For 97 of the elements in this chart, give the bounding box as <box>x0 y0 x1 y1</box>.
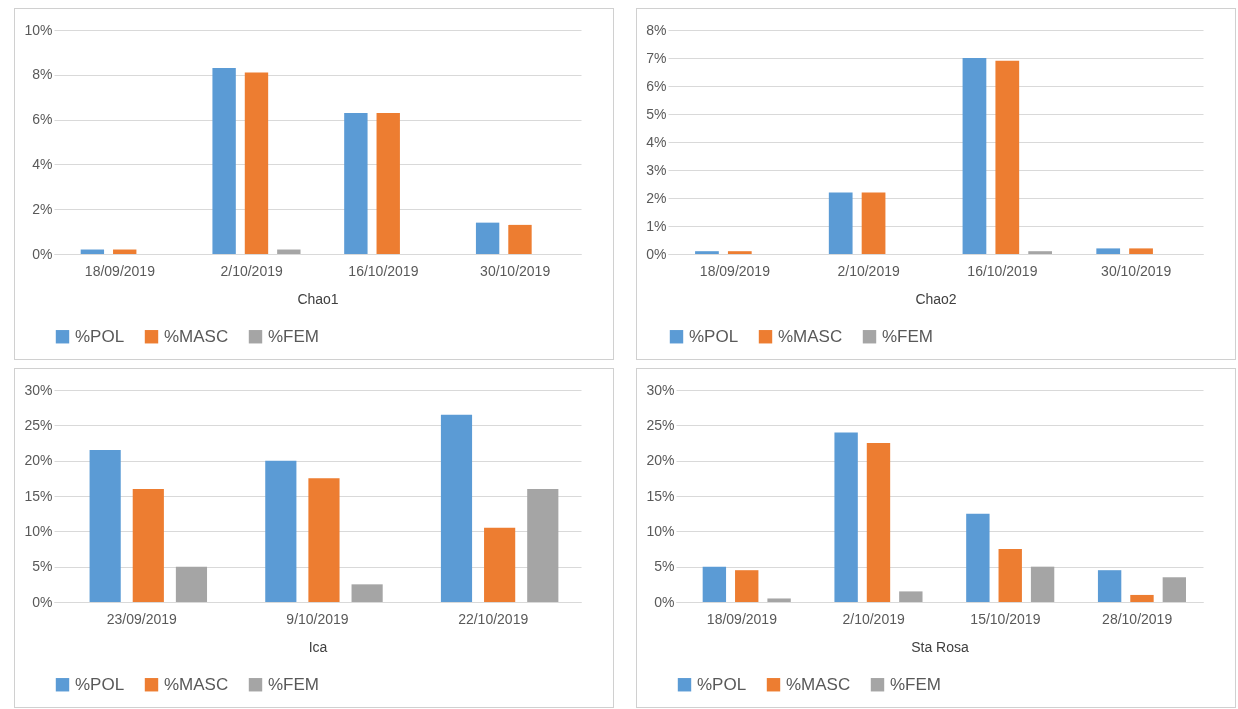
y-tick-label: 6% <box>646 77 667 94</box>
x-tick-label: 15/10/2019 <box>970 610 1041 627</box>
x-tick-label: 2/10/2019 <box>837 262 900 279</box>
bar <box>834 432 858 602</box>
bar <box>351 584 383 602</box>
y-tick-label: 25% <box>24 416 53 433</box>
y-tick-label: 5% <box>32 558 53 575</box>
y-tick-label: 15% <box>24 487 53 504</box>
y-tick-label: 20% <box>24 452 53 469</box>
bar <box>308 478 340 602</box>
bar <box>440 414 473 602</box>
bar <box>998 549 1022 602</box>
bar <box>212 68 236 254</box>
y-tick-label: 10% <box>24 522 53 539</box>
legend-label: %MASC <box>164 674 229 694</box>
y-tick-label: 4% <box>32 155 53 172</box>
y-tick-label: 30% <box>646 381 675 398</box>
bar <box>828 192 853 254</box>
x-tick-label: 28/10/2019 <box>1102 610 1173 627</box>
x-tick-label: 9/10/2019 <box>286 610 349 627</box>
legend-label: %POL <box>75 674 125 694</box>
legend-label: %POL <box>689 326 739 346</box>
bar <box>995 60 1020 254</box>
bar <box>344 112 368 254</box>
legend-label: %FEM <box>882 326 933 346</box>
x-tick-label: 16/10/2019 <box>967 262 1038 279</box>
x-tick-label: 30/10/2019 <box>480 262 551 279</box>
x-axis-title: Sta Rosa <box>911 638 969 655</box>
y-tick-label: 2% <box>32 200 53 217</box>
y-tick-label: 8% <box>646 21 667 38</box>
bar <box>899 591 923 602</box>
bar <box>527 488 559 602</box>
bar <box>962 58 987 254</box>
y-tick-label: 15% <box>646 487 675 504</box>
x-tick-label: 23/09/2019 <box>106 610 178 627</box>
bar <box>866 443 891 602</box>
x-tick-label: 30/10/2019 <box>1101 262 1172 279</box>
legend-label: %MASC <box>164 326 229 346</box>
bar <box>376 112 400 254</box>
bar <box>277 249 301 254</box>
bar <box>1096 248 1121 254</box>
x-tick-label: 18/09/2019 <box>699 262 771 279</box>
x-tick-label: 18/09/2019 <box>706 610 778 627</box>
x-tick-label: 22/10/2019 <box>458 610 529 627</box>
x-axis-title: Ica <box>308 638 328 655</box>
y-tick-label: 25% <box>646 416 675 433</box>
y-tick-label: 5% <box>654 558 675 575</box>
bar <box>1130 594 1154 602</box>
bar <box>735 570 759 602</box>
y-tick-label: 2% <box>646 189 667 206</box>
bar <box>1097 570 1122 602</box>
legend-label: %MASC <box>786 674 851 694</box>
bar <box>475 222 500 254</box>
x-tick-label: 16/10/2019 <box>348 262 419 279</box>
x-tick-label: 2/10/2019 <box>220 262 283 279</box>
x-tick-label: 2/10/2019 <box>842 610 905 627</box>
legend-label: %MASC <box>778 326 843 346</box>
y-tick-label: 20% <box>646 452 675 469</box>
y-tick-label: 0% <box>32 593 53 610</box>
y-tick-label: 3% <box>646 161 667 178</box>
bar <box>695 251 719 254</box>
y-tick-label: 10% <box>646 522 675 539</box>
y-tick-label: 7% <box>646 49 667 66</box>
bar <box>966 513 990 602</box>
bar <box>132 488 164 602</box>
x-axis-title: Chao2 <box>915 290 957 307</box>
y-tick-label: 4% <box>646 133 667 150</box>
bar <box>1030 566 1055 602</box>
bar <box>702 566 727 602</box>
x-tick-label: 18/09/2019 <box>84 262 156 279</box>
bar <box>1028 251 1053 254</box>
legend-label: %FEM <box>268 674 319 694</box>
bar <box>484 527 516 602</box>
y-tick-label: 0% <box>646 245 667 262</box>
bar <box>265 460 297 602</box>
y-tick-label: 10% <box>24 21 53 38</box>
bar <box>1162 577 1187 602</box>
y-tick-label: 0% <box>32 245 53 262</box>
legend-label: %FEM <box>890 674 941 694</box>
legend-label: %FEM <box>268 326 319 346</box>
y-tick-label: 5% <box>646 105 667 122</box>
legend-label: %POL <box>75 326 125 346</box>
bar <box>89 450 121 602</box>
y-tick-label: 1% <box>646 217 667 234</box>
bar <box>1129 248 1153 254</box>
x-axis-title: Chao1 <box>297 290 339 307</box>
bar <box>861 192 886 254</box>
y-tick-label: 30% <box>24 381 53 398</box>
y-tick-label: 6% <box>32 111 53 128</box>
y-tick-label: 0% <box>654 593 675 610</box>
bar <box>508 224 532 254</box>
bar <box>727 251 752 254</box>
bar <box>175 566 208 602</box>
legend-label: %POL <box>697 674 747 694</box>
bar <box>767 598 791 602</box>
y-tick-label: 8% <box>32 66 53 83</box>
bar <box>244 72 269 254</box>
